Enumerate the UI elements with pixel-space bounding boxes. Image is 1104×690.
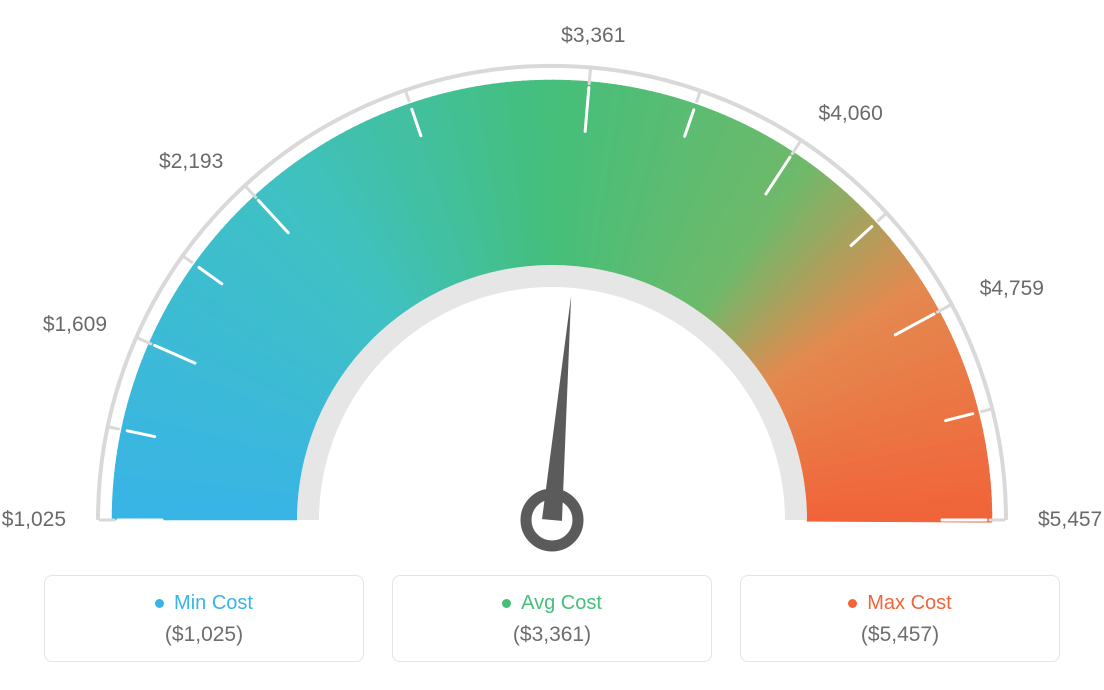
legend-card-min: Min Cost ($1,025): [44, 575, 364, 662]
legend-title-max: Max Cost: [848, 592, 951, 615]
legend-value: ($5,457): [741, 623, 1059, 647]
gauge-tick-label: $3,361: [561, 24, 625, 48]
legend-label: Min Cost: [174, 592, 253, 615]
legend-label: Avg Cost: [521, 592, 602, 615]
gauge-area: $1,025 $1,609 $2,193 $3,361 $4,060 $4,759 $5,4…: [0, 0, 1104, 560]
legend-value: ($3,361): [393, 623, 711, 647]
gauge-tick-label: $2,193: [159, 150, 223, 174]
gauge-tick-label: $4,060: [819, 102, 883, 126]
legend-title-avg: Avg Cost: [502, 592, 602, 615]
dot-icon: [155, 599, 164, 608]
legend-title-min: Min Cost: [155, 592, 253, 615]
legend-value: ($1,025): [45, 623, 363, 647]
legend-label: Max Cost: [867, 592, 951, 615]
legend-card-max: Max Cost ($5,457): [740, 575, 1060, 662]
gauge-tick-label: $4,759: [980, 277, 1044, 301]
dot-icon: [848, 599, 857, 608]
legend-card-avg: Avg Cost ($3,361): [392, 575, 712, 662]
legend-row: Min Cost ($1,025) Avg Cost ($3,361) Max …: [44, 575, 1060, 662]
gauge-tick-label: $5,457: [1038, 508, 1102, 532]
gauge-svg: [0, 20, 1104, 580]
gauge-tick-label: $1,025: [2, 508, 66, 532]
dot-icon: [502, 599, 511, 608]
cost-gauge-chart: $1,025 $1,609 $2,193 $3,361 $4,060 $4,759 $5,4…: [0, 0, 1104, 690]
gauge-tick-label: $1,609: [43, 313, 107, 337]
